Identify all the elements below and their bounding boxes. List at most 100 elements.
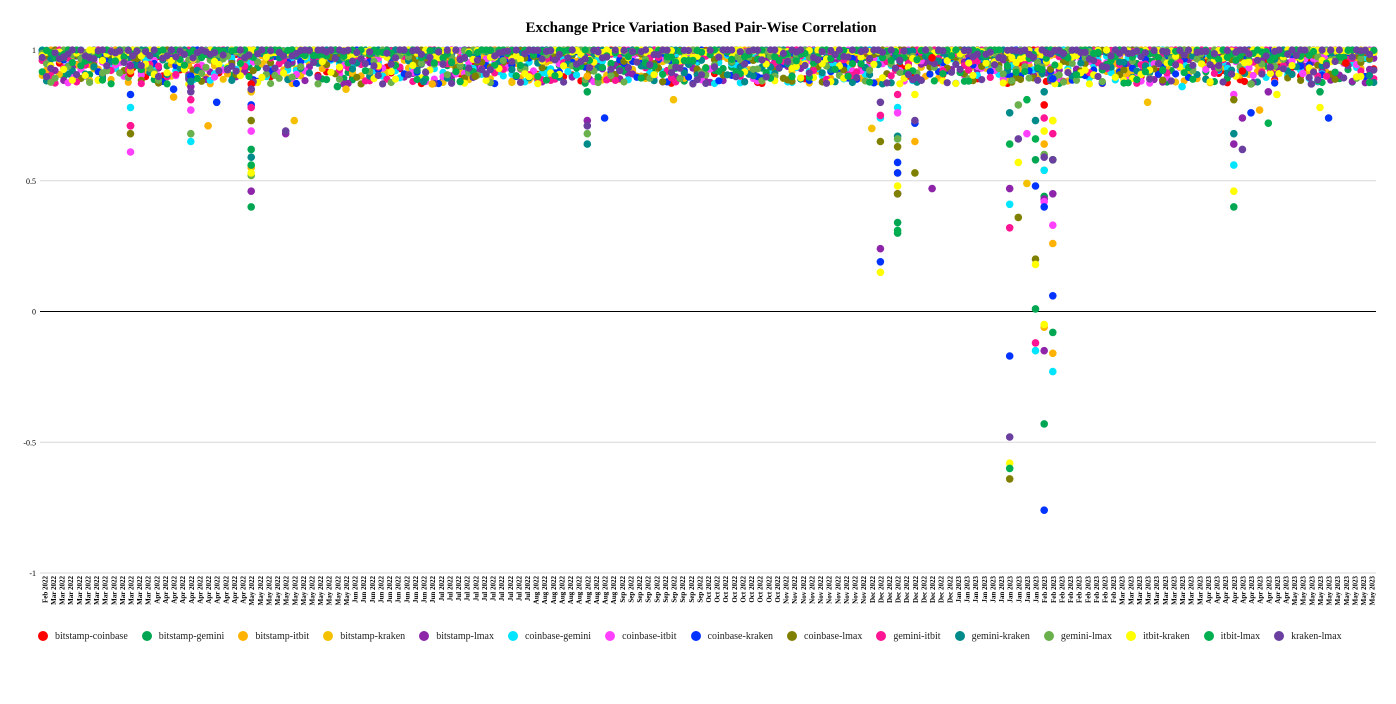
data-point [534,46,542,55]
data-point [247,127,255,135]
data-point [1178,82,1186,91]
data-point [159,46,167,54]
data-point [1034,76,1042,84]
x-tick-label: Mar 2022 [76,576,84,605]
data-point [887,57,895,65]
y-tick-label: 0 [32,308,36,317]
x-tick-label: Apr 2022 [231,576,239,604]
y-tick-label: -1 [29,569,36,578]
data-point [129,52,137,60]
data-point [991,61,999,69]
x-tick-label: May 2022 [248,576,256,606]
data-point [297,57,305,65]
data-point [1271,79,1279,87]
x-tick-label: May 2023 [1300,576,1308,606]
x-tick-label: Apr 2023 [1265,576,1273,604]
data-point [1014,158,1023,167]
data-point [844,53,852,61]
x-tick-label: Jan 2023 [989,576,997,603]
x-tick-label: Oct 2022 [731,576,739,603]
data-point [947,68,956,76]
data-point [922,46,930,54]
data-point [353,48,361,57]
legend-item[interactable]: bitstamp-kraken [323,631,405,642]
data-point [995,46,1003,54]
data-point [340,52,348,61]
x-tick-label: Nov 2022 [817,576,825,604]
data-point [594,48,602,56]
data-point [1031,339,1040,347]
data-point [1266,63,1274,71]
legend-color-swatch [238,631,249,641]
data-point [1189,75,1197,83]
data-point [1324,114,1333,122]
data-point [1245,58,1253,66]
data-point [1031,346,1040,355]
data-point [887,46,895,54]
data-point [163,52,171,60]
data-point [861,46,869,54]
data-point [1262,52,1270,60]
legend-item[interactable]: bitstamp-coinbase [38,631,128,642]
data-point [676,74,684,83]
data-point [1370,66,1378,74]
data-point [805,69,813,77]
x-tick-label: Mar 2022 [119,576,127,605]
data-point [383,49,391,57]
data-point [333,82,342,91]
data-point [986,68,994,76]
data-point [1266,69,1274,78]
data-point [426,47,434,55]
data-point [1297,76,1305,84]
data-point [1172,70,1180,78]
x-tick-label: Nov 2022 [783,576,791,604]
data-point [180,61,188,69]
x-tick-label: Jun 2022 [421,576,429,604]
data-point [952,46,960,54]
data-point [124,46,132,55]
x-tick-label: Apr 2023 [1231,576,1239,604]
data-point [831,51,839,59]
data-point [999,70,1007,78]
data-point [215,60,223,68]
x-tick-label: Apr 2022 [162,576,170,604]
legend-item[interactable]: bitstamp-itbit [238,631,309,642]
data-point [1172,61,1180,69]
x-tick-label: May 2023 [1291,576,1299,606]
data-point [913,56,921,64]
x-tick-label: May 2023 [1351,576,1359,606]
legend-item[interactable]: bitstamp-gemini [141,631,224,642]
data-point [275,74,283,82]
data-point [1159,66,1167,74]
data-point [120,58,128,66]
data-point [853,74,861,82]
data-point [219,75,227,83]
data-point [387,60,395,68]
data-point [210,49,219,57]
data-point [1340,74,1348,82]
data-point [883,79,891,87]
data-point [126,129,135,138]
x-tick-label: Mar 2022 [50,576,58,605]
data-point [1288,62,1296,70]
data-point [965,59,973,67]
data-point [534,80,542,88]
data-point [301,77,309,85]
data-point [1348,53,1356,61]
legend-item[interactable]: bitstamp-lmax [419,631,494,642]
data-point [456,62,464,70]
x-tick-label: Sep 2022 [662,576,670,603]
data-point [573,71,581,79]
data-point [1176,46,1184,55]
data-point [1288,70,1296,78]
x-tick-label: Jun 2022 [377,576,385,604]
data-point [1210,50,1218,58]
x-tick-label: Jul 2022 [524,576,532,602]
data-point [641,46,650,54]
data-point [583,129,592,138]
data-point [1133,47,1141,55]
data-point [801,61,809,70]
x-tick-label: Oct 2022 [705,576,713,603]
data-point [822,79,831,87]
x-tick-label: Sep 2022 [688,576,696,603]
